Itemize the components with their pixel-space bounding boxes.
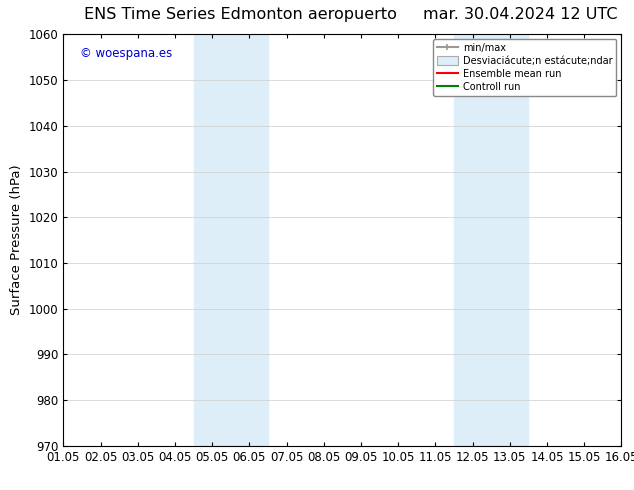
- Text: ENS Time Series Edmonton aeropuerto: ENS Time Series Edmonton aeropuerto: [84, 7, 398, 23]
- Legend: min/max, Desviaciácute;n estácute;ndar, Ensemble mean run, Controll run: min/max, Desviaciácute;n estácute;ndar, …: [433, 39, 616, 96]
- Bar: [193, 34, 268, 446]
- Bar: [454, 34, 528, 446]
- Text: © woespana.es: © woespana.es: [80, 47, 172, 60]
- Y-axis label: Surface Pressure (hPa): Surface Pressure (hPa): [10, 165, 23, 316]
- Text: mar. 30.04.2024 12 UTC: mar. 30.04.2024 12 UTC: [423, 7, 617, 23]
